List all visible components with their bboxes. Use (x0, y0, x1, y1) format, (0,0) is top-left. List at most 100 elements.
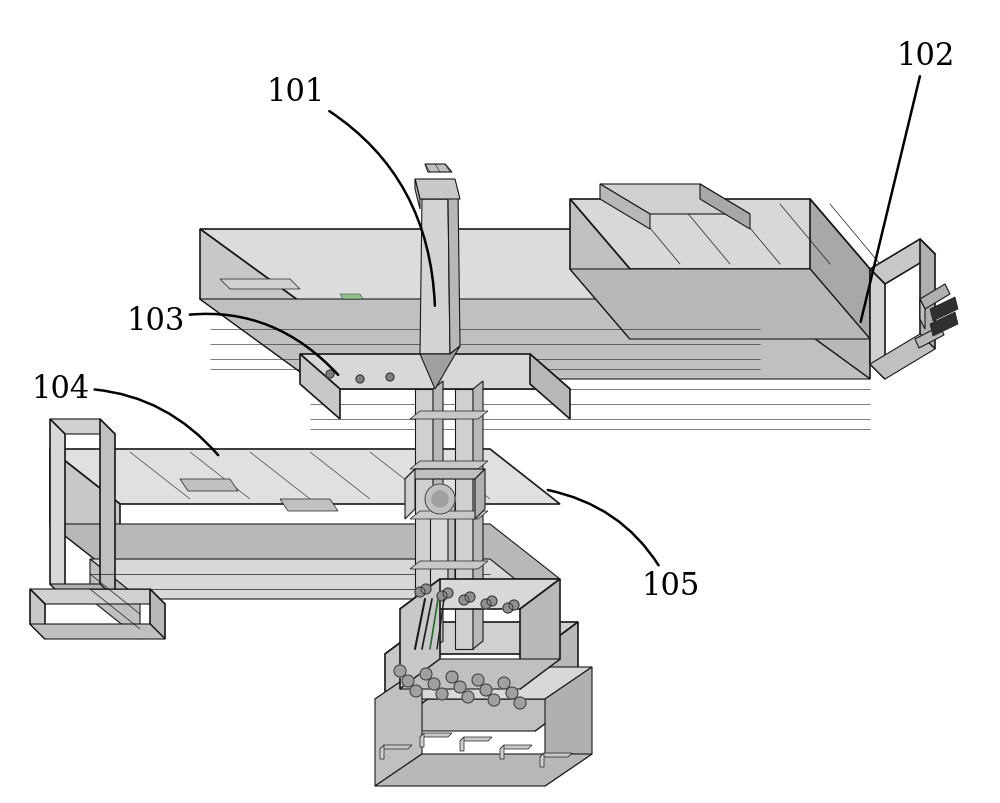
Text: 101: 101 (266, 77, 435, 307)
Polygon shape (448, 192, 460, 355)
Polygon shape (760, 230, 870, 380)
Circle shape (420, 668, 432, 680)
Polygon shape (535, 622, 578, 731)
Polygon shape (400, 659, 560, 689)
Polygon shape (380, 745, 412, 749)
Circle shape (465, 593, 475, 602)
Polygon shape (200, 230, 310, 380)
Circle shape (386, 373, 394, 381)
Polygon shape (460, 737, 492, 741)
Polygon shape (540, 753, 544, 767)
Circle shape (481, 599, 491, 609)
Polygon shape (420, 347, 460, 389)
Polygon shape (50, 419, 115, 434)
Circle shape (503, 603, 513, 613)
Polygon shape (433, 381, 443, 649)
Polygon shape (920, 300, 925, 329)
Circle shape (436, 688, 448, 700)
Polygon shape (300, 355, 570, 389)
Polygon shape (460, 737, 464, 751)
Polygon shape (420, 733, 452, 737)
Circle shape (326, 370, 334, 378)
Polygon shape (200, 230, 870, 310)
Circle shape (454, 681, 466, 693)
Polygon shape (415, 180, 420, 210)
Polygon shape (50, 450, 560, 504)
Circle shape (437, 591, 447, 601)
Circle shape (472, 675, 484, 686)
Circle shape (498, 677, 510, 689)
Circle shape (428, 679, 440, 690)
Text: 102: 102 (861, 41, 954, 323)
Polygon shape (385, 622, 578, 654)
Polygon shape (870, 240, 935, 284)
Polygon shape (930, 298, 958, 321)
Polygon shape (920, 240, 935, 349)
Polygon shape (405, 470, 485, 479)
Polygon shape (90, 560, 540, 599)
Polygon shape (473, 381, 483, 649)
Polygon shape (410, 462, 488, 470)
Circle shape (410, 685, 422, 697)
Polygon shape (930, 312, 958, 336)
Polygon shape (810, 200, 870, 340)
Polygon shape (30, 589, 165, 604)
Polygon shape (50, 585, 115, 599)
Circle shape (415, 587, 425, 597)
Polygon shape (920, 284, 950, 310)
Polygon shape (570, 200, 870, 270)
Polygon shape (500, 745, 504, 759)
Polygon shape (100, 419, 115, 599)
Polygon shape (600, 185, 750, 214)
Circle shape (509, 601, 519, 610)
Text: 104: 104 (31, 374, 218, 455)
Polygon shape (150, 589, 165, 639)
Text: 105: 105 (548, 491, 699, 601)
Polygon shape (200, 300, 870, 380)
Polygon shape (180, 479, 238, 491)
Polygon shape (425, 165, 452, 173)
Circle shape (421, 585, 431, 594)
Circle shape (443, 589, 453, 598)
Polygon shape (385, 699, 578, 731)
Polygon shape (700, 185, 750, 230)
Polygon shape (915, 327, 944, 349)
Polygon shape (30, 624, 165, 639)
Polygon shape (475, 470, 485, 520)
Polygon shape (405, 470, 415, 520)
Polygon shape (545, 667, 592, 786)
Polygon shape (448, 503, 455, 599)
Circle shape (459, 595, 469, 605)
Polygon shape (415, 389, 433, 649)
Circle shape (446, 671, 458, 683)
Polygon shape (375, 667, 592, 699)
Circle shape (488, 694, 500, 706)
Polygon shape (410, 512, 488, 520)
Polygon shape (410, 561, 488, 569)
Polygon shape (870, 270, 885, 380)
Circle shape (506, 687, 518, 699)
Polygon shape (500, 745, 532, 749)
Polygon shape (375, 667, 422, 786)
Polygon shape (220, 279, 300, 290)
Polygon shape (375, 754, 592, 786)
Circle shape (432, 491, 448, 507)
Polygon shape (280, 499, 338, 512)
Polygon shape (400, 579, 440, 689)
Polygon shape (50, 419, 65, 599)
Polygon shape (300, 355, 340, 419)
Polygon shape (600, 185, 650, 230)
Polygon shape (400, 579, 560, 609)
Polygon shape (570, 270, 870, 340)
Circle shape (402, 675, 414, 687)
Polygon shape (50, 450, 120, 579)
Circle shape (356, 376, 364, 384)
Polygon shape (530, 355, 570, 419)
Polygon shape (30, 589, 45, 639)
Circle shape (480, 684, 492, 696)
Polygon shape (90, 560, 140, 639)
Polygon shape (340, 295, 363, 300)
Polygon shape (50, 524, 560, 579)
Polygon shape (520, 579, 560, 689)
Circle shape (394, 665, 406, 677)
